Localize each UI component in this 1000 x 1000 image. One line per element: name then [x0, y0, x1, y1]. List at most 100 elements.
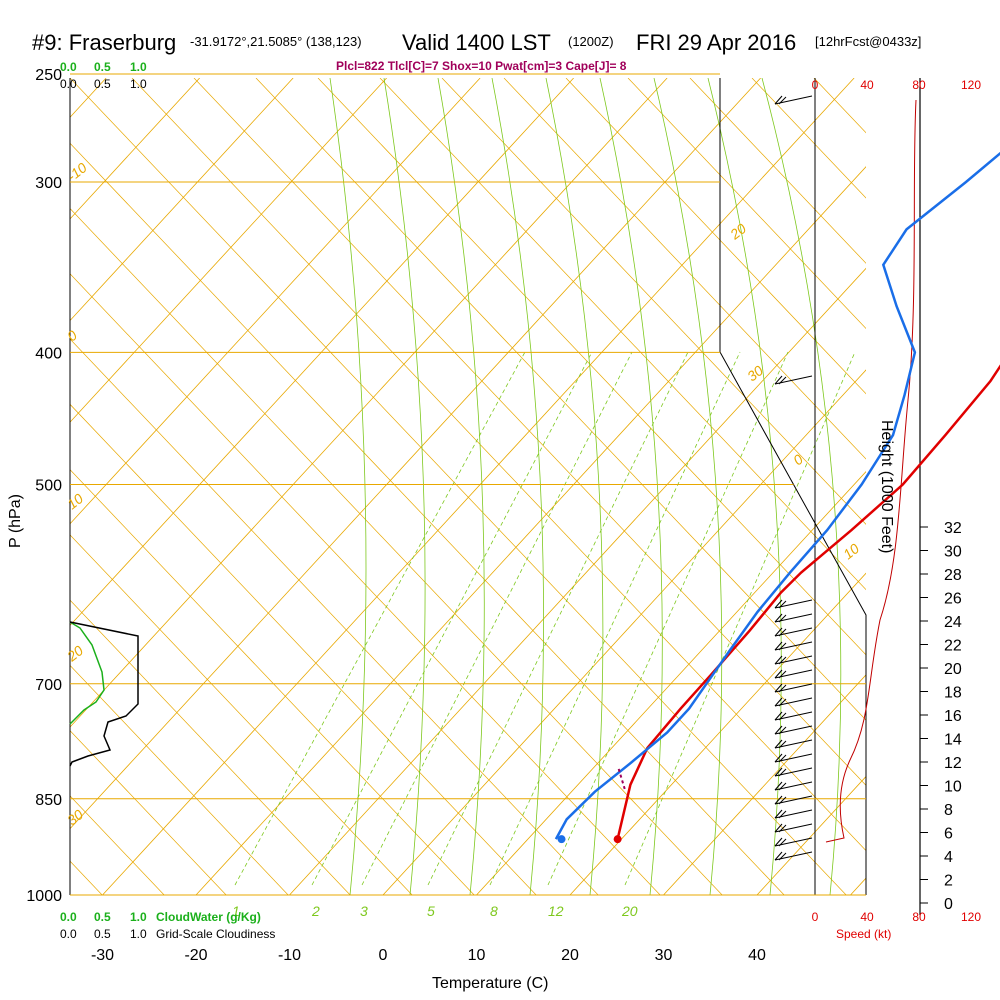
cloud-water-profile: [69, 621, 105, 725]
x-tick-label: 20: [561, 947, 579, 964]
pressure-tick-label: 300: [35, 175, 62, 192]
wind-barb: [774, 669, 813, 679]
moist-adiabat-line: [653, 78, 723, 895]
height-tick-label: 30: [944, 544, 962, 561]
isotherm-line: [476, 471, 866, 895]
surface-temperature-dot: [613, 835, 622, 844]
isotherm-label: 10: [840, 540, 862, 562]
moist-adiabat-line: [383, 78, 426, 895]
wind-speed-profile: [825, 99, 917, 843]
wind-barb: [774, 711, 813, 721]
isotherm-line: [850, 877, 866, 895]
x-tick-label: -20: [184, 947, 207, 964]
mixing-ratio-label: 20: [621, 903, 638, 919]
dry-adiabat-line: [0, 78, 40, 895]
cloud-scale-top-green: 1.0: [130, 60, 147, 74]
wind-barb: [774, 837, 813, 847]
dry-adiabat-line: [193, 78, 866, 786]
cloud-scale-bottom-green: 0.5: [94, 910, 111, 924]
wind-barb: [774, 627, 813, 637]
wind-barb: [774, 795, 813, 805]
y-axis-title: P (hPa): [7, 494, 24, 548]
isotherm-line: [70, 78, 761, 830]
wind-barb: [774, 753, 813, 763]
isotherm-line: [70, 78, 200, 220]
valid-time: Valid 1400 LST: [402, 30, 551, 55]
wind-barb: [774, 697, 813, 707]
isotherm-label: 20: [63, 642, 86, 665]
dry-adiabat-line: [441, 78, 866, 525]
dry-adiabat-line: [379, 78, 866, 591]
wind-barb: [774, 739, 813, 749]
dry-adiabat-line: [70, 273, 661, 895]
x-tick-label: 30: [655, 947, 673, 964]
cloud-water-label: CloudWater (g/Kg): [156, 910, 261, 924]
cloud-scale-top-green: 0.0: [60, 60, 77, 74]
isotherm-line: [70, 78, 668, 728]
station-title: #9: Fraserburg: [32, 30, 176, 55]
mixing-ratio-label: 1: [232, 903, 240, 919]
dry-adiabat-line: [689, 78, 866, 264]
pressure-tick-label: 500: [35, 478, 62, 495]
moist-adiabat-line: [761, 78, 842, 895]
cloud-scale-bottom-black: 1.0: [130, 927, 147, 941]
wind-barb: [774, 613, 813, 623]
dry-adiabat-line: [131, 78, 866, 852]
speed-axis-title: Speed (kt): [836, 927, 891, 941]
x-tick-label: 40: [748, 947, 766, 964]
pressure-tick-label: 400: [35, 345, 62, 362]
mixing-ratio-line: [427, 351, 689, 886]
height-tick-label: 12: [944, 755, 962, 772]
speed-tick-bottom: 120: [961, 910, 981, 924]
cloud-scale-top-black: 0.5: [94, 77, 111, 91]
dry-adiabat-line: [565, 78, 866, 395]
speed-tick-top: 80: [912, 78, 926, 92]
x-axis-title: Temperature (C): [432, 975, 548, 992]
plot-grid: [0, 78, 1000, 895]
x-tick-label: 0: [379, 947, 388, 964]
height-tick-label: 32: [944, 520, 962, 537]
height-axis-title: Height (1000 Feet): [878, 420, 895, 553]
wind-barb: [774, 851, 813, 861]
dry-adiabat-line: [938, 78, 1000, 895]
isotherm-line: [289, 267, 866, 895]
isotherm-label: 20: [726, 220, 749, 243]
station-coords: -31.9172°,21.5085° (138,123): [190, 34, 362, 49]
dry-adiabat-line: [70, 469, 475, 895]
wind-barb: [774, 809, 813, 819]
dry-adiabat-line: [627, 78, 866, 330]
height-tick-label: 6: [944, 826, 953, 843]
wind-barb: [774, 599, 813, 609]
height-tick-label: 20: [944, 661, 962, 678]
height-tick-label: 14: [944, 732, 962, 749]
isotherm-label: 30: [744, 362, 766, 384]
wind-barb: [774, 683, 813, 693]
isotherm-line: [382, 369, 866, 895]
cloud-scale-bottom-black: 0.0: [60, 927, 77, 941]
dry-adiabat-line: [255, 78, 866, 721]
wind-barb: [774, 823, 813, 833]
right-axis-line: [719, 78, 867, 895]
speed-tick-top: 120: [961, 78, 981, 92]
cloud-scale-bottom-black: 0.5: [94, 927, 111, 941]
pressure-tick-label: 1000: [26, 888, 62, 905]
mixing-ratio-label: 2: [311, 903, 320, 919]
moist-adiabat-line: [491, 78, 544, 895]
valid-date: FRI 29 Apr 2016: [636, 30, 796, 55]
isotherm-line: [70, 78, 574, 627]
mixing-ratio-label: 5: [427, 903, 435, 919]
plot-series: [69, 95, 1000, 861]
mixing-ratio-line: [489, 351, 741, 886]
stability-indices: Plcl=822 Tlcl[C]=7 Shox=10 Pwat[cm]=3 Ca…: [336, 59, 627, 73]
zulu-time: (1200Z): [568, 34, 614, 49]
isotherm-line: [70, 78, 481, 525]
isotherm-label: 0: [64, 327, 80, 345]
mixing-ratio-line: [234, 351, 526, 886]
isotherm-line: [569, 572, 866, 895]
height-tick-label: 26: [944, 591, 962, 608]
surface-dewpoint-dot: [557, 835, 566, 844]
mixing-ratio-label: 3: [360, 903, 368, 919]
dry-adiabat-line: [503, 78, 866, 460]
